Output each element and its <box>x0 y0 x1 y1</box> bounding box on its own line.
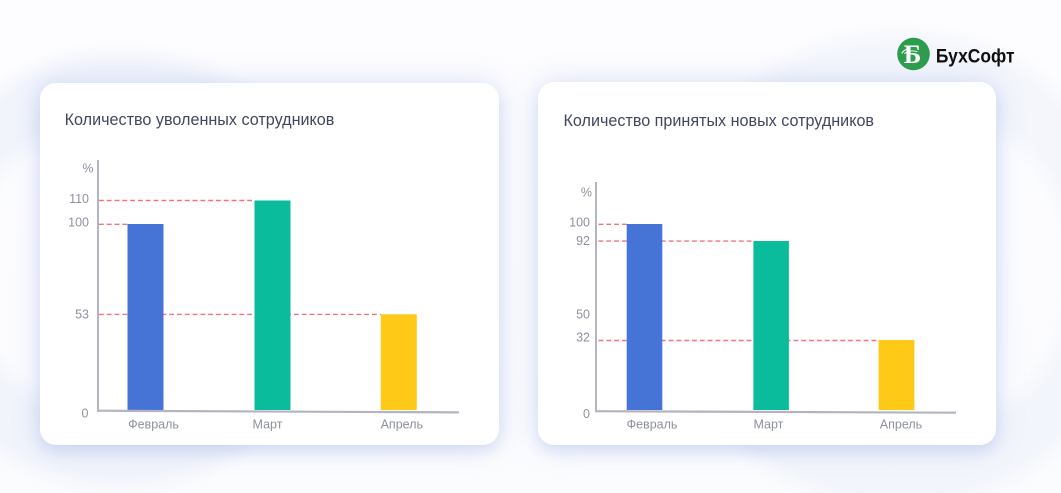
svg-text:Апрель: Апрель <box>880 418 922 432</box>
svg-text:Март: Март <box>253 418 283 432</box>
svg-text:Март: Март <box>753 418 783 432</box>
svg-text:50: 50 <box>576 308 590 322</box>
svg-text:БухСофт: БухСофт <box>936 45 1015 67</box>
svg-text:110: 110 <box>69 192 89 206</box>
svg-text:Количество принятых новых сотр: Количество принятых новых сотрудников <box>564 112 875 130</box>
svg-text:%: % <box>581 186 592 200</box>
svg-text:Количество уволенных сотрудник: Количество уволенных сотрудников <box>65 111 335 129</box>
svg-text:92: 92 <box>576 234 590 248</box>
svg-text:Апрель: Апрель <box>381 418 423 432</box>
svg-text:100: 100 <box>569 216 590 230</box>
svg-text:32: 32 <box>576 331 590 345</box>
svg-text:Февраль: Февраль <box>627 418 678 432</box>
svg-text:0: 0 <box>82 407 89 421</box>
svg-text:0: 0 <box>583 407 590 421</box>
svg-text:53: 53 <box>75 308 89 322</box>
svg-text:Февраль: Февраль <box>128 418 179 432</box>
svg-text:Б: Б <box>904 39 922 69</box>
svg-text:%: % <box>82 162 93 176</box>
svg-text:100: 100 <box>68 216 89 230</box>
